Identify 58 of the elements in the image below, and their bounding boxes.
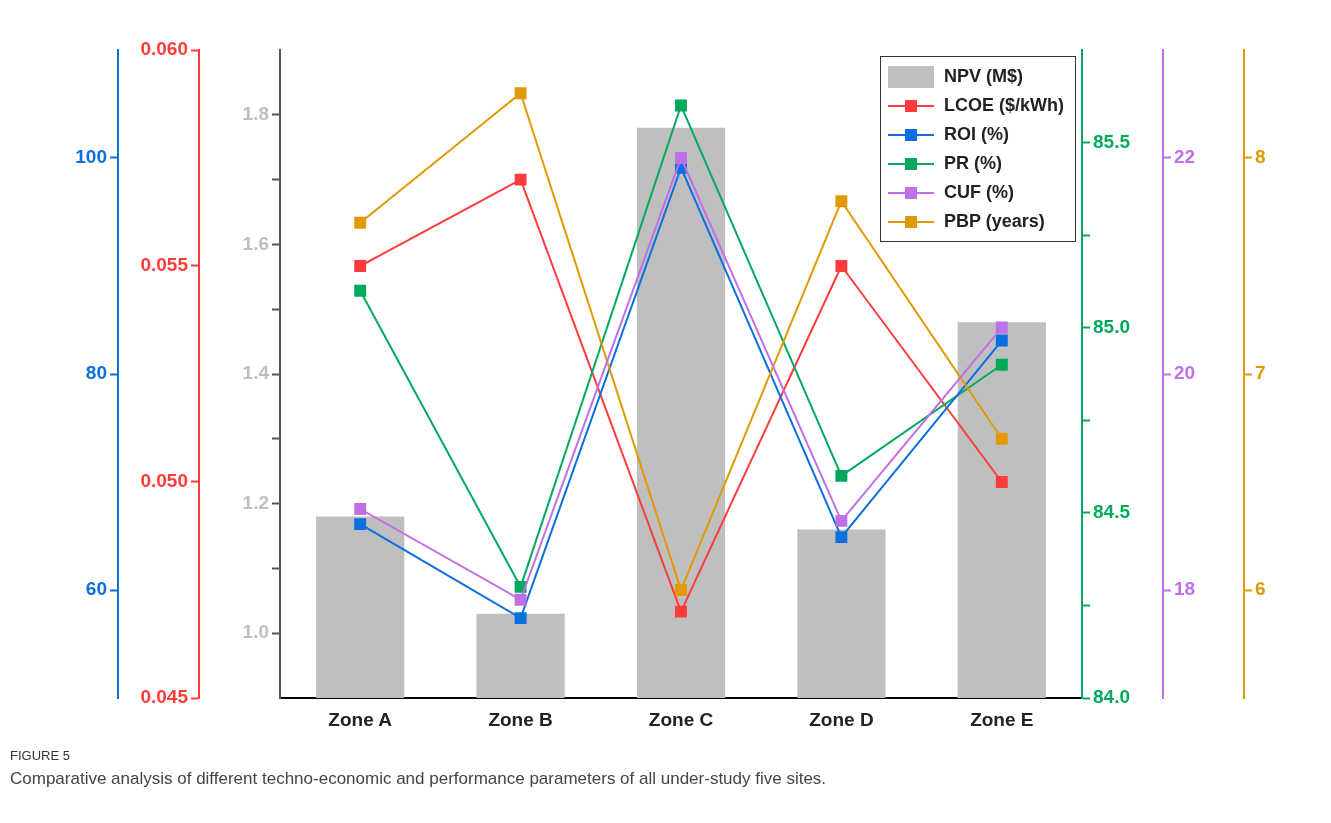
x-tick-label: Zone B [488,708,553,730]
point [675,99,687,112]
y-tick-label: 1.0 [242,621,269,643]
y-tick-label: 80 [85,362,107,384]
legend-label: PR (%) [944,153,1002,174]
caption: FIGURE 5 [10,748,71,763]
point [514,593,527,606]
x-tick-label: Zone A [328,708,393,730]
x-tick-label: Zone C [648,708,714,730]
y-tick-label: 100 [75,146,107,168]
point [354,216,367,229]
y-tick-label: 22 [1174,146,1196,168]
x-tick-label: Zone E [970,708,1034,730]
legend-label: CUF (%) [944,182,1014,203]
point [995,358,1008,371]
x-tick-label: Zone D [809,708,874,730]
point [835,469,848,482]
point [835,195,848,208]
point [675,584,687,596]
point [354,284,367,297]
y-tick-label: 1.6 [242,232,269,254]
point [835,514,848,527]
legend-label: ROI (%) [944,124,1009,145]
y2-tick-label: 8 [1255,146,1266,168]
point [354,503,367,515]
text: Comparative analysis of different techno-economic and performance parameters of all under-study five sites. [10,769,828,789]
legend-label: LCOE ($/kWh) [944,95,1064,116]
y2-tick-label: 84.0 [1093,686,1130,708]
point [354,260,367,272]
y-tick-label: 1.2 [242,491,269,513]
y2-tick-label: 85.5 [1093,130,1131,152]
point [514,87,527,100]
y2-tick-label: 0.050 [140,470,188,492]
legend-label: NPV (M$) [944,66,1024,87]
point [995,321,1008,334]
point [995,334,1008,347]
y2-tick-label: 0.045 [140,686,189,708]
y2-tick-label: 0.055 [140,254,189,276]
point [995,476,1008,488]
legend-label: PBP (years) [944,211,1045,232]
y2-tick-label: 84.5 [1093,501,1131,523]
point [354,518,367,531]
y2-tick-label: 85.0 [1093,315,1130,337]
point [995,432,1008,445]
point [514,173,527,186]
y-tick-label: 18 [1174,578,1196,600]
y-tick-label: 1.8 [242,103,269,125]
point [835,531,848,544]
y2-tick-label: 7 [1255,362,1266,384]
y2-tick-label: 0.060 [140,38,188,60]
y-tick-label: 20 [1174,362,1196,384]
y-tick-label: 60 [85,578,107,600]
y2-tick-label: 6 [1255,578,1266,600]
point [675,605,687,618]
point [675,152,687,164]
point [514,612,527,625]
point [835,260,848,272]
y-tick-label: 1.4 [242,362,270,384]
